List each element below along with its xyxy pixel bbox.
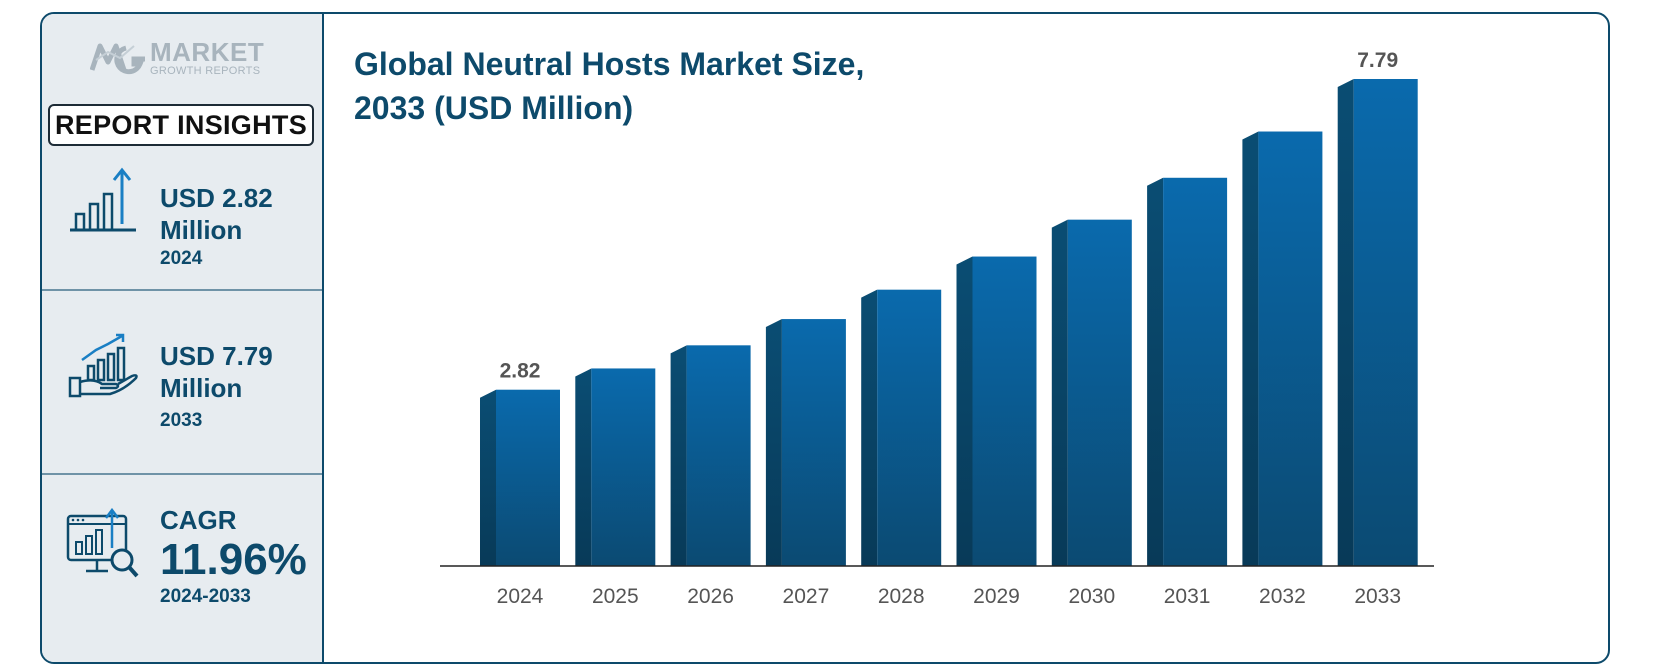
bar-2027: [765, 319, 846, 566]
monitor-analytics-icon: [66, 508, 139, 578]
kpi-year: 2024: [160, 248, 203, 269]
bar-2030: [1051, 219, 1132, 566]
bar-front-face: [1353, 79, 1418, 566]
x-tick-label: 2025: [592, 585, 639, 608]
bar-2031: [1147, 177, 1228, 566]
data-label: 2.82: [500, 360, 541, 383]
bar-2025: [575, 368, 656, 566]
kpi-cagr: CAGR 11.96% 2024-2033: [42, 494, 322, 644]
kpi-cagr-value: 11.96%: [160, 535, 307, 584]
infographic-frame: MARKET GROWTH REPORTS REPORT INSIGHTS US…: [40, 12, 1610, 664]
bar-growth-icon: [70, 167, 136, 232]
kpi-unit: Million: [160, 373, 243, 403]
chart-title-line-1: Global Neutral Hosts Market Size,: [354, 46, 865, 82]
bar-front-face: [781, 319, 846, 566]
bar-side-face: [956, 256, 973, 566]
report-insights-badge: REPORT INSIGHTS: [48, 104, 314, 146]
kpi-unit: Million: [160, 215, 243, 245]
bar-front-face: [1163, 177, 1228, 566]
x-tick-label: 2030: [1068, 585, 1115, 608]
x-tick-label: 2026: [687, 585, 734, 608]
bar-side-face: [480, 389, 496, 566]
x-tick-label: 2028: [878, 585, 925, 608]
bar-front-face: [972, 256, 1037, 566]
x-tick-label: 2031: [1164, 585, 1211, 608]
bar-2028: [861, 289, 942, 566]
x-tick-label: 2032: [1259, 585, 1306, 608]
logo-tagline: GROWTH REPORTS: [150, 65, 261, 77]
bar-2029: [956, 256, 1037, 566]
bar-side-face: [1242, 131, 1259, 566]
bar-front-face: [686, 345, 751, 566]
bar-front-face: [1067, 219, 1132, 566]
kpi-label: CAGR: [160, 505, 237, 535]
kpi-period: 2024-2033: [160, 586, 251, 607]
bar-front-face: [591, 368, 656, 566]
bar-side-face: [1147, 177, 1164, 566]
bar-side-face: [575, 368, 592, 566]
bar-front-face: [1258, 131, 1323, 566]
kpi-year: 2033: [160, 410, 203, 431]
bar-front-face: [496, 389, 560, 566]
sidebar-divider: [42, 289, 322, 291]
bar-2033: [1337, 79, 1418, 566]
sidebar-divider: [42, 473, 322, 475]
chart-title: Global Neutral Hosts Market Size, 2033 (…: [354, 42, 974, 130]
x-tick-label: 2027: [783, 585, 830, 608]
kpi-market-size-2024: USD 2.82 Million 2024: [42, 164, 322, 284]
chart-title-line-2: 2033 (USD Million): [354, 90, 634, 126]
report-insights-sidebar: MARKET GROWTH REPORTS REPORT INSIGHTS US…: [42, 14, 324, 662]
bar-side-face: [1337, 79, 1354, 566]
bar-side-face: [861, 289, 878, 566]
x-tick-label: 2024: [497, 585, 544, 608]
bar-chart: 2024 2025 2026 2027 2028 2029 2030 2031 2032 2033…: [440, 49, 1434, 608]
hand-chart-icon: [68, 333, 138, 398]
market-growth-reports-logo: MARKET GROWTH REPORTS: [90, 38, 264, 78]
kpi-value: USD 7.79: [160, 341, 273, 371]
bar-side-face: [765, 319, 782, 566]
x-tick-label: 2033: [1354, 585, 1401, 608]
bar-2032: [1242, 131, 1323, 566]
x-tick-label: 2029: [973, 585, 1020, 608]
data-label: 7.79: [1357, 49, 1398, 72]
bar-side-face: [1051, 219, 1068, 566]
logo-wordmark: MARKET: [150, 37, 265, 67]
bar-front-face: [877, 289, 942, 566]
logo-mark-icon: [90, 43, 145, 75]
kpi-market-size-2033: USD 7.79 Million 2033: [42, 314, 322, 454]
bar-side-face: [670, 345, 687, 566]
bar-2024: [480, 389, 560, 566]
bar-2026: [670, 345, 751, 566]
kpi-value: USD 2.82: [160, 183, 273, 213]
